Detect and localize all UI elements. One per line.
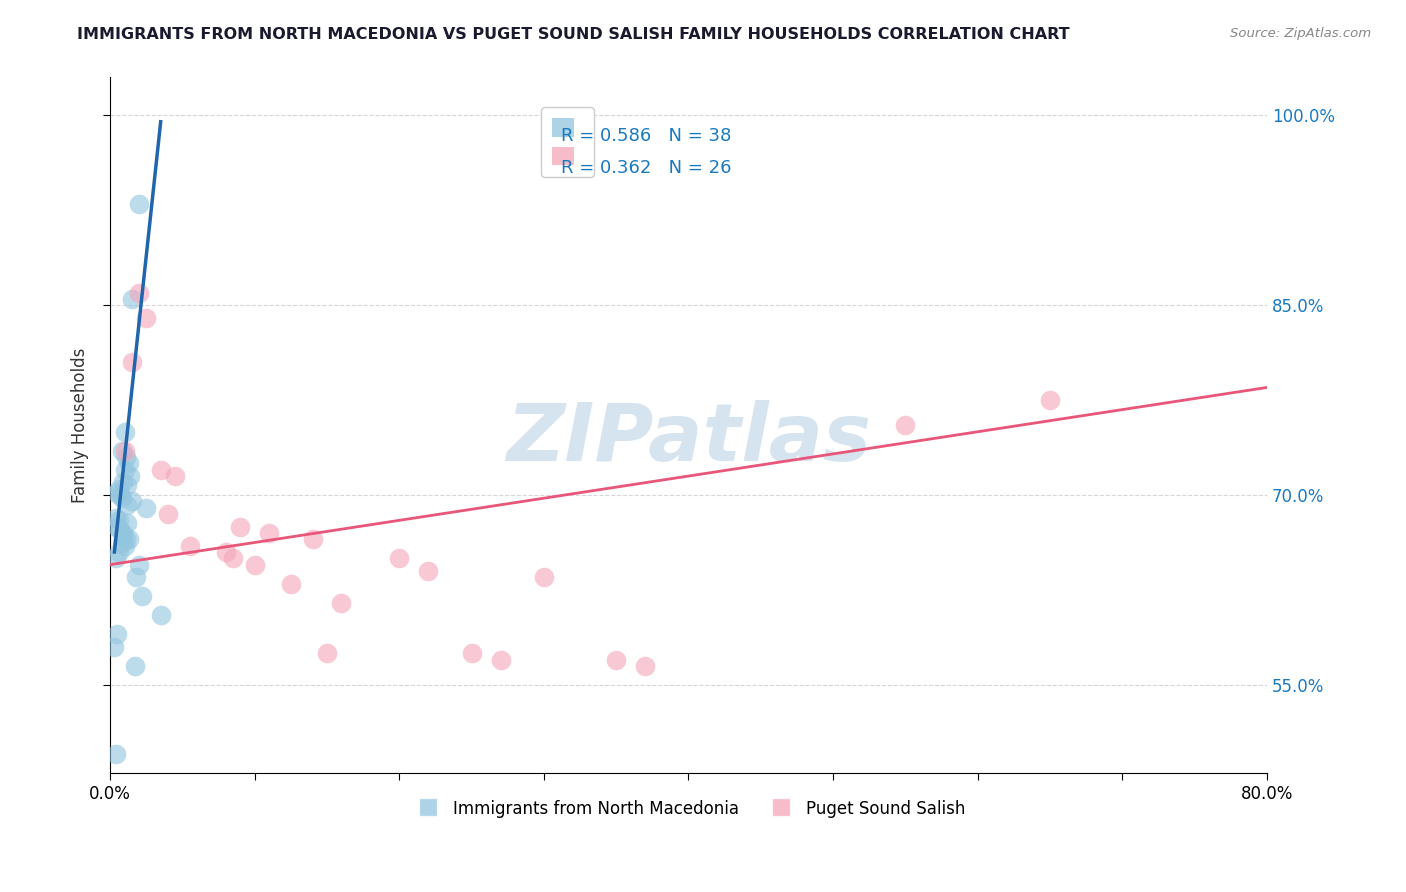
Text: R = 0.362   N = 26: R = 0.362 N = 26 [561,159,731,177]
Point [104,511,127,525]
Point [388,551,411,566]
Point [222,551,245,566]
Point [257,526,280,541]
Y-axis label: Family Households: Family Households [72,348,89,503]
Point [215,545,238,559]
Point [894,418,917,433]
Point [111,443,134,458]
Point [115,450,138,464]
Point [107,545,129,559]
Point [103,640,125,654]
Point [131,589,153,603]
Legend: Immigrants from North Macedonia, Puget Sound Salish: Immigrants from North Macedonia, Puget S… [405,793,972,824]
Point [489,652,512,666]
Point [149,608,172,623]
Point [105,485,128,500]
Point [280,576,302,591]
Point [165,469,187,483]
Text: ZIPatlas: ZIPatlas [506,401,870,478]
Text: Source: ZipAtlas.com: Source: ZipAtlas.com [1230,27,1371,40]
Point [1039,393,1062,408]
Point [179,539,201,553]
Point [104,747,127,762]
Point [108,524,131,538]
Point [301,533,323,547]
Point [128,285,150,300]
Point [460,646,482,660]
Point [605,652,627,666]
Point [117,498,139,512]
Point [121,494,143,508]
Point [111,536,134,550]
Point [107,513,129,527]
Text: R = 0.586   N = 38: R = 0.586 N = 38 [561,127,731,145]
Point [128,558,150,572]
Point [104,551,127,566]
Point [118,533,141,547]
Point [114,539,136,553]
Point [418,564,440,578]
Point [120,469,142,483]
Point [117,478,139,492]
Point [121,355,143,369]
Point [121,292,143,306]
Point [135,310,157,325]
Text: IMMIGRANTS FROM NORTH MACEDONIA VS PUGET SOUND SALISH FAMILY HOUSEHOLDS CORRELAT: IMMIGRANTS FROM NORTH MACEDONIA VS PUGET… [77,27,1070,42]
Point [125,570,148,584]
Point [115,533,138,547]
Point [108,488,131,502]
Point [135,500,157,515]
Point [117,516,139,530]
Point [533,570,555,584]
Point [128,197,150,211]
Point [149,463,172,477]
Point [229,519,252,533]
Point [156,507,179,521]
Point [112,528,135,542]
Point [316,646,339,660]
Point [112,526,135,541]
Point [114,443,136,458]
Point [634,658,657,673]
Point [114,425,136,439]
Point [111,491,134,505]
Point [243,558,266,572]
Point [118,457,141,471]
Point [105,519,128,533]
Point [112,475,135,490]
Point [105,627,128,641]
Point [114,463,136,477]
Point [330,596,353,610]
Point [124,658,146,673]
Point [107,482,129,496]
